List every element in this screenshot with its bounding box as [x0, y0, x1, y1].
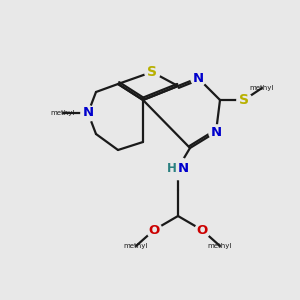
Text: S: S	[239, 93, 249, 107]
Text: S: S	[147, 65, 157, 79]
Text: O: O	[148, 224, 160, 236]
Text: O: O	[196, 224, 208, 236]
Text: methyl: methyl	[208, 243, 232, 249]
Text: N: N	[82, 106, 94, 119]
Text: N: N	[177, 161, 189, 175]
Text: N: N	[210, 125, 222, 139]
Text: N: N	[192, 71, 204, 85]
Text: methyl: methyl	[124, 243, 148, 249]
Text: H: H	[167, 161, 177, 175]
Text: methyl: methyl	[51, 110, 75, 116]
Text: methyl: methyl	[250, 85, 274, 91]
